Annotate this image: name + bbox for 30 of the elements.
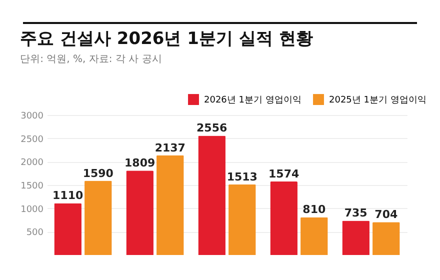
bar xyxy=(54,203,82,255)
bar xyxy=(198,136,226,255)
y-tick-label: 500 xyxy=(26,228,44,238)
bar xyxy=(372,222,400,255)
chart-title: 주요 건설사 2026년 1분기 실적 현황 xyxy=(20,29,313,49)
bar xyxy=(84,180,112,255)
y-tick-label: 2000 xyxy=(20,158,44,168)
data-label: 810 xyxy=(302,203,326,216)
data-label: 735 xyxy=(344,206,368,220)
y-tick-label: 1000 xyxy=(20,204,44,215)
bar xyxy=(126,170,154,255)
bar xyxy=(300,217,328,255)
legend-label: 2025년 1분기 영업이익 xyxy=(329,96,426,106)
chart-subtitle: 단위: 억원, %, 자료: 각 사 공시 xyxy=(20,54,162,65)
y-tick-label: 2500 xyxy=(20,134,44,145)
bar xyxy=(228,184,256,255)
data-label: 1590 xyxy=(82,166,114,180)
data-label: 1513 xyxy=(226,170,258,184)
data-label: 1809 xyxy=(124,156,156,170)
legend-label: 2026년 1분기 영업이익 xyxy=(204,96,302,106)
bar xyxy=(270,182,298,255)
y-tick-label: 1500 xyxy=(20,182,44,192)
data-label: 1110 xyxy=(52,189,84,202)
bar xyxy=(342,220,370,255)
data-label: 2556 xyxy=(196,122,228,135)
data-label: 2137 xyxy=(154,141,186,154)
y-tick-label: 3000 xyxy=(20,112,44,122)
bar xyxy=(156,155,184,255)
data-label: 1574 xyxy=(268,168,300,181)
data-label: 704 xyxy=(374,208,398,222)
